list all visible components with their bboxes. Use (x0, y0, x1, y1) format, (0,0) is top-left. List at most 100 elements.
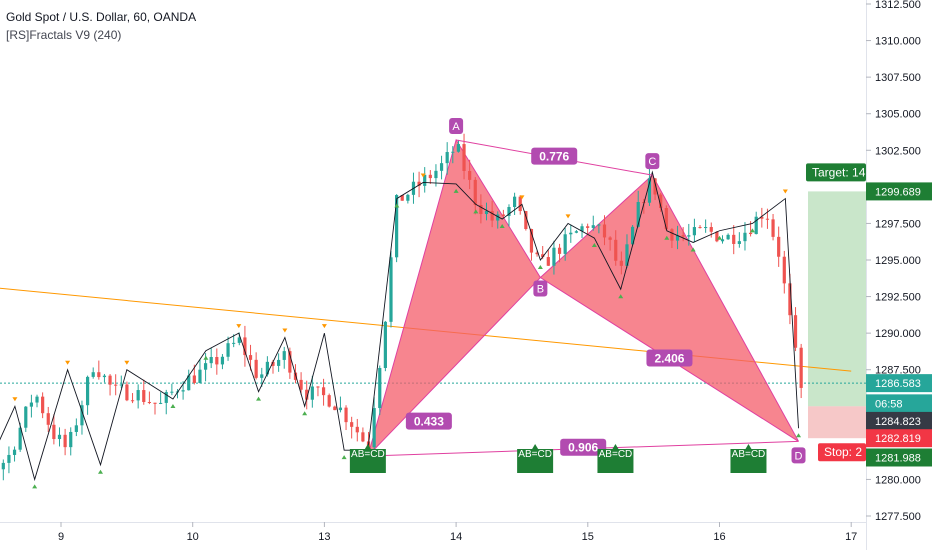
candles[interactable] (0, 133, 803, 485)
candle[interactable] (625, 244, 629, 266)
candle[interactable] (704, 227, 708, 229)
candle[interactable] (726, 234, 730, 240)
candle[interactable] (675, 235, 680, 241)
candle[interactable] (114, 384, 118, 386)
candle[interactable] (501, 214, 505, 216)
candle[interactable] (164, 392, 168, 403)
candle[interactable] (557, 247, 562, 254)
candle[interactable] (468, 170, 472, 180)
candle[interactable] (29, 402, 34, 407)
candle[interactable] (119, 384, 123, 386)
candle[interactable] (293, 372, 298, 380)
candle[interactable] (97, 372, 101, 378)
candle[interactable] (709, 227, 713, 232)
candle[interactable] (7, 454, 11, 463)
candle[interactable] (136, 390, 140, 401)
point-b-box[interactable] (533, 280, 548, 297)
candle[interactable] (513, 196, 517, 208)
candle[interactable] (383, 321, 387, 368)
candle[interactable] (52, 424, 56, 440)
candle[interactable] (417, 181, 421, 186)
abcd-label-box[interactable] (597, 449, 634, 473)
candle[interactable] (591, 225, 595, 228)
candle[interactable] (271, 361, 275, 366)
candle[interactable] (338, 407, 343, 411)
candle[interactable] (799, 347, 803, 388)
candle[interactable] (147, 401, 151, 403)
candle[interactable] (456, 144, 461, 152)
candle[interactable] (400, 195, 404, 201)
candle[interactable] (406, 194, 410, 201)
candle[interactable] (552, 247, 556, 266)
candle[interactable] (580, 226, 584, 232)
candle[interactable] (130, 400, 135, 402)
candle[interactable] (518, 196, 522, 212)
ratio-xd-box[interactable] (560, 438, 607, 456)
candle[interactable] (636, 202, 640, 227)
loss-zone[interactable] (808, 406, 866, 439)
candle[interactable] (445, 152, 449, 164)
candle[interactable] (737, 241, 741, 244)
point-c-box[interactable] (645, 153, 660, 170)
candle[interactable] (586, 226, 590, 228)
candle[interactable] (439, 163, 444, 171)
candle[interactable] (788, 283, 792, 316)
candle[interactable] (451, 151, 455, 153)
candle[interactable] (170, 391, 174, 393)
candle[interactable] (57, 434, 62, 440)
candle[interactable] (732, 234, 736, 244)
stop-label-box[interactable] (818, 443, 866, 462)
candle[interactable] (305, 389, 309, 400)
candle[interactable] (608, 237, 612, 240)
candle[interactable] (462, 144, 466, 171)
candle[interactable] (423, 174, 427, 186)
candle[interactable] (490, 210, 494, 221)
point-a-box[interactable] (449, 118, 464, 135)
candle[interactable] (69, 431, 73, 448)
ratio-ac-box[interactable] (531, 147, 578, 165)
candle[interactable] (782, 256, 786, 284)
candle[interactable] (389, 257, 393, 322)
candle[interactable] (237, 337, 241, 343)
candle[interactable] (108, 375, 112, 385)
candle[interactable] (507, 207, 511, 216)
symbol-title[interactable]: Gold Spot / U.S. Dollar, 60, OANDA (6, 10, 197, 24)
candle[interactable] (327, 395, 331, 407)
candle[interactable] (125, 384, 129, 401)
abcd-label-box[interactable] (517, 449, 554, 473)
candle[interactable] (754, 216, 758, 235)
candle[interactable] (142, 390, 146, 402)
candle[interactable] (350, 422, 354, 427)
candle[interactable] (765, 218, 770, 220)
candle[interactable] (361, 432, 365, 442)
candle[interactable] (41, 396, 45, 414)
candle[interactable] (777, 236, 781, 257)
pattern-triangle-bcd[interactable] (539, 174, 799, 442)
candle[interactable] (524, 211, 528, 230)
candle[interactable] (198, 369, 202, 383)
candle[interactable] (378, 367, 382, 409)
candle[interactable] (479, 204, 483, 215)
candle[interactable] (288, 351, 292, 373)
candle[interactable] (254, 359, 258, 378)
candle[interactable] (85, 376, 90, 406)
candle[interactable] (12, 449, 17, 455)
candle[interactable] (529, 229, 534, 253)
ratio-xb-box[interactable] (405, 412, 452, 430)
candle[interactable] (232, 342, 236, 344)
abcd-label-box[interactable] (730, 449, 767, 473)
candle[interactable] (473, 179, 477, 205)
pattern-triangle-xab[interactable] (367, 138, 542, 457)
candle[interactable] (546, 257, 550, 266)
candle[interactable] (670, 229, 674, 241)
candle[interactable] (153, 402, 157, 404)
candle[interactable] (260, 374, 264, 378)
candle[interactable] (653, 178, 657, 195)
candle[interactable] (355, 426, 359, 433)
candle[interactable] (1, 462, 5, 470)
candle[interactable] (563, 234, 567, 254)
candle[interactable] (102, 375, 107, 378)
candle[interactable] (372, 408, 376, 448)
candle[interactable] (647, 178, 652, 203)
